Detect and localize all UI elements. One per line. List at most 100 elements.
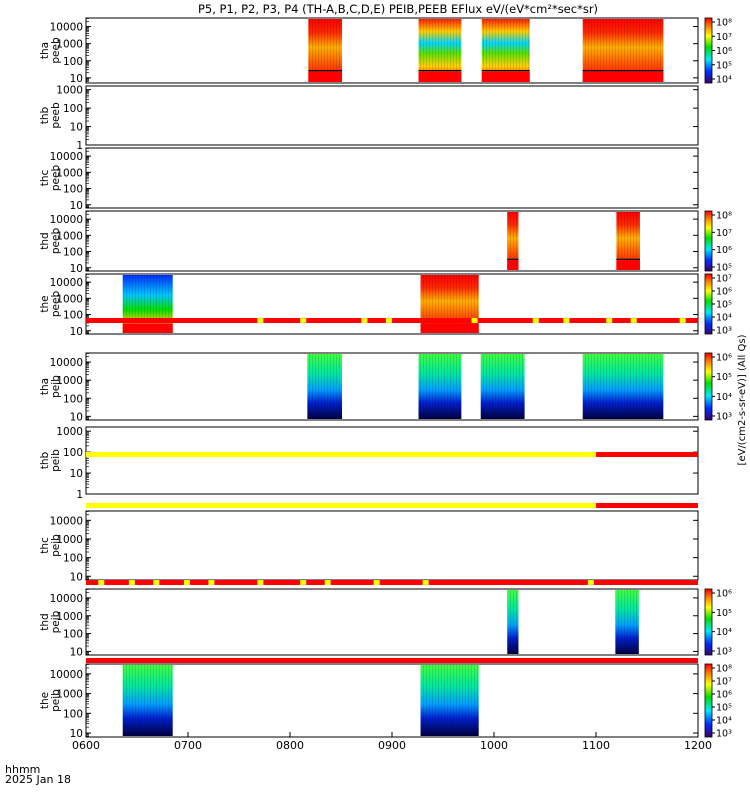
instrument-label: peeb <box>50 37 62 64</box>
plot-area <box>86 211 698 271</box>
colorbar-tick-label: 10³ <box>716 326 732 337</box>
colorbar-tick-label: 10⁷ <box>716 677 732 688</box>
status-bar-segment <box>98 580 105 585</box>
colorbar-tick-label: 10⁵ <box>716 60 732 71</box>
y-tick-label: 1000 <box>56 85 83 97</box>
y-tick-label: 10 <box>70 73 83 85</box>
panel-the-peeb: 10 100 1000 10000 the peeb 10³ 10⁴ 10⁵ 10⁶ 10⁷ <box>39 273 732 338</box>
status-bar-segment <box>385 318 392 323</box>
y-tick-label: 10000 <box>50 277 83 289</box>
segment-texture <box>615 590 639 654</box>
status-bar-segment <box>86 580 698 585</box>
status-bars-group <box>86 318 698 663</box>
panel-tha-peib: 10 100 1000 10000 tha peib 10³ 10⁴ 10⁵ 10⁶ <box>39 352 732 423</box>
colorbar-tick-label: 10⁵ <box>716 608 732 619</box>
colorbar-tick-label: 10⁵ <box>716 703 732 714</box>
status-bar-segment <box>257 318 264 323</box>
low-energy-band <box>418 71 462 82</box>
status-bar-segment <box>128 580 135 585</box>
colorbar-tick-label: 10³ <box>716 412 732 423</box>
colorbar-tick-label: 10⁴ <box>716 313 732 324</box>
low-energy-band <box>122 323 173 333</box>
y-tick-label: 1000 <box>56 375 83 387</box>
plot-area <box>86 664 698 737</box>
colorbar-title: [eV/(cm2-s-sr-eV)] (All Qs) <box>737 334 748 465</box>
panel-thb-peeb: 1 10 100 1000 thb peeb <box>39 85 699 152</box>
colorbar-tick-label: 10⁵ <box>716 263 732 274</box>
segment-texture <box>418 19 462 82</box>
colorbar-tick-label: 10⁵ <box>716 300 732 311</box>
y-tick-label: 1000 <box>56 230 83 242</box>
instrument-label: peeb <box>50 165 62 192</box>
x-tick-label: 1000 <box>480 739 508 752</box>
y-tick-label: 100 <box>63 56 83 68</box>
colorbar-tick-label: 10⁷ <box>716 274 732 285</box>
plot-frame <box>85 273 699 335</box>
panel-label: tha peib <box>39 375 62 398</box>
instrument-label: peeb <box>50 228 62 255</box>
colorbar-tick-label: 10⁸ <box>716 211 732 222</box>
x-tick-label: 1100 <box>582 739 610 752</box>
segment-texture <box>507 590 519 654</box>
colorbar <box>704 17 713 84</box>
status-bar-segment <box>324 580 331 585</box>
plot-area <box>86 589 698 655</box>
status-bar-segment <box>532 318 539 323</box>
x-tick-label: 0800 <box>276 739 304 752</box>
probe-label: the <box>39 692 51 709</box>
plot-area <box>86 86 698 145</box>
segment-texture <box>582 19 664 82</box>
status-bar-segment <box>563 318 570 323</box>
status-bar-segment <box>300 318 307 323</box>
plot-area <box>86 148 698 208</box>
probe-label: tha <box>39 378 51 395</box>
y-tick-label: 100 <box>63 553 83 565</box>
y-tick-label: 10 <box>70 200 83 212</box>
figure-title: P5, P1, P2, P3, P4 (TH-A,B,C,D,E) PEIB,P… <box>198 2 598 16</box>
y-tick-label: 10 <box>70 263 83 275</box>
segment-texture <box>480 354 525 419</box>
probe-label: thc <box>39 170 51 187</box>
plot-frame <box>85 147 699 209</box>
low-energy-band <box>582 71 664 82</box>
colorbar-tick-label: 10³ <box>716 647 732 658</box>
time-axis: 0600 0700 0800 0900 1000 1100 1200 <box>72 732 712 752</box>
y-tick-label: 10000 <box>50 593 83 605</box>
status-bar-segment <box>422 580 429 585</box>
status-bar-segment <box>373 580 380 585</box>
colorbar-tick-label: 10⁵ <box>716 372 732 383</box>
plot-area <box>86 511 698 580</box>
colorbar-tick-label: 10⁸ <box>716 18 732 29</box>
plot-area <box>86 274 698 334</box>
panel-label: tha peeb <box>39 37 62 64</box>
panel-label: thc peeb <box>39 165 62 192</box>
y-tick-label: 100 <box>63 247 83 259</box>
segment-texture <box>420 665 479 736</box>
panel-label: thd peib <box>39 610 62 633</box>
y-tick-label: 1000 <box>56 426 83 438</box>
panel-thd-peib: 10 100 1000 10000 thd peib 10³ 10⁴ 10⁵ 10⁶ <box>39 588 732 658</box>
segment-texture <box>122 275 173 333</box>
probe-label: thd <box>39 613 51 630</box>
colorbar-tick-label: 10⁶ <box>716 589 732 600</box>
status-bar-segment <box>630 318 637 323</box>
y-tick-label: 1000 <box>56 167 83 179</box>
colorbar <box>704 352 713 421</box>
colorbar-tick-label: 10⁶ <box>716 690 732 701</box>
status-bar-segment <box>153 580 160 585</box>
segment-texture <box>418 354 462 419</box>
colorbar-tick-label: 10⁶ <box>716 287 732 298</box>
status-bar-segment <box>86 318 698 323</box>
colorbar <box>704 663 713 738</box>
status-bar-segment <box>86 452 596 457</box>
status-bar-segment <box>183 580 190 585</box>
colorbar <box>704 588 713 656</box>
plot-area <box>86 427 698 494</box>
status-bar-segment <box>257 580 264 585</box>
colorbar-tick-label: 10⁷ <box>716 228 732 239</box>
status-bar-segment <box>86 658 698 663</box>
instrument-label: peeb <box>50 102 62 129</box>
y-tick-label: 100 <box>63 708 83 720</box>
y-tick-label: 1 <box>76 489 83 501</box>
